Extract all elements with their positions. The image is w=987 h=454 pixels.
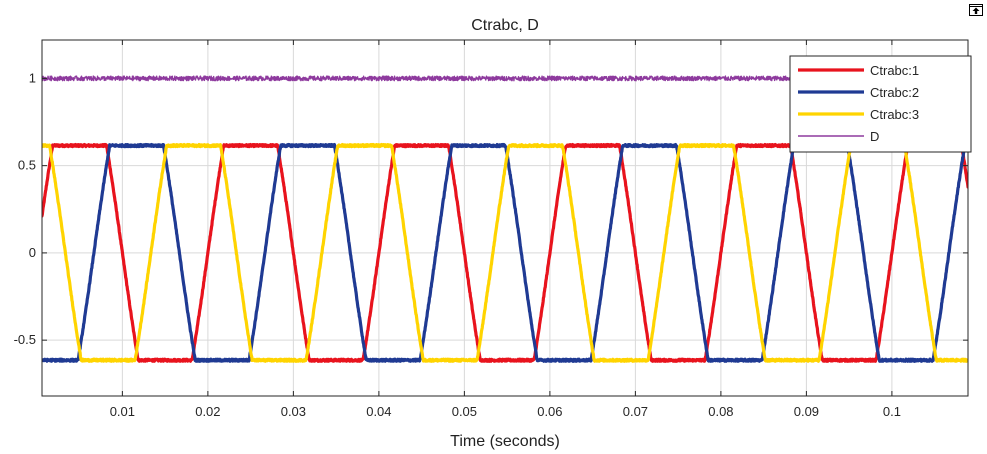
undock-arrow-icon[interactable] <box>969 4 983 16</box>
legend-label: Ctrabc:1 <box>870 63 919 78</box>
y-tick-label: -0.5 <box>14 332 36 347</box>
legend-label: Ctrabc:2 <box>870 85 919 100</box>
series-line <box>42 142 968 363</box>
x-tick-label: 0.07 <box>623 404 648 419</box>
x-tick-label: 0.08 <box>708 404 733 419</box>
x-tick-label: 0.02 <box>195 404 220 419</box>
x-tick-label: 0.05 <box>452 404 477 419</box>
x-tick-label: 0.03 <box>281 404 306 419</box>
y-tick-label: 1 <box>29 70 36 85</box>
chart-title: Ctrabc, D <box>471 17 539 34</box>
legend-label: D <box>870 129 879 144</box>
legend[interactable]: Ctrabc:1 Ctrabc:2 Ctrabc:3 D <box>789 55 972 153</box>
plot-frame <box>41 39 969 397</box>
x-tick-label: 0.09 <box>794 404 819 419</box>
x-tick-label: 0.06 <box>537 404 562 419</box>
legend-label: Ctrabc:3 <box>870 107 919 122</box>
y-tick-label: 0 <box>29 245 36 260</box>
series-line <box>42 142 968 363</box>
y-tick-label: 0.5 <box>18 158 36 173</box>
x-axis-label: Time (seconds) <box>450 433 560 450</box>
tick-labels: 0.01 0.02 0.03 0.04 0.05 0.06 0.07 0.08 0.09 0.1 -… <box>14 40 968 419</box>
x-tick-label: 0.1 <box>883 404 901 419</box>
x-tick-label: 0.04 <box>366 404 391 419</box>
x-tick-label: 0.01 <box>110 404 135 419</box>
